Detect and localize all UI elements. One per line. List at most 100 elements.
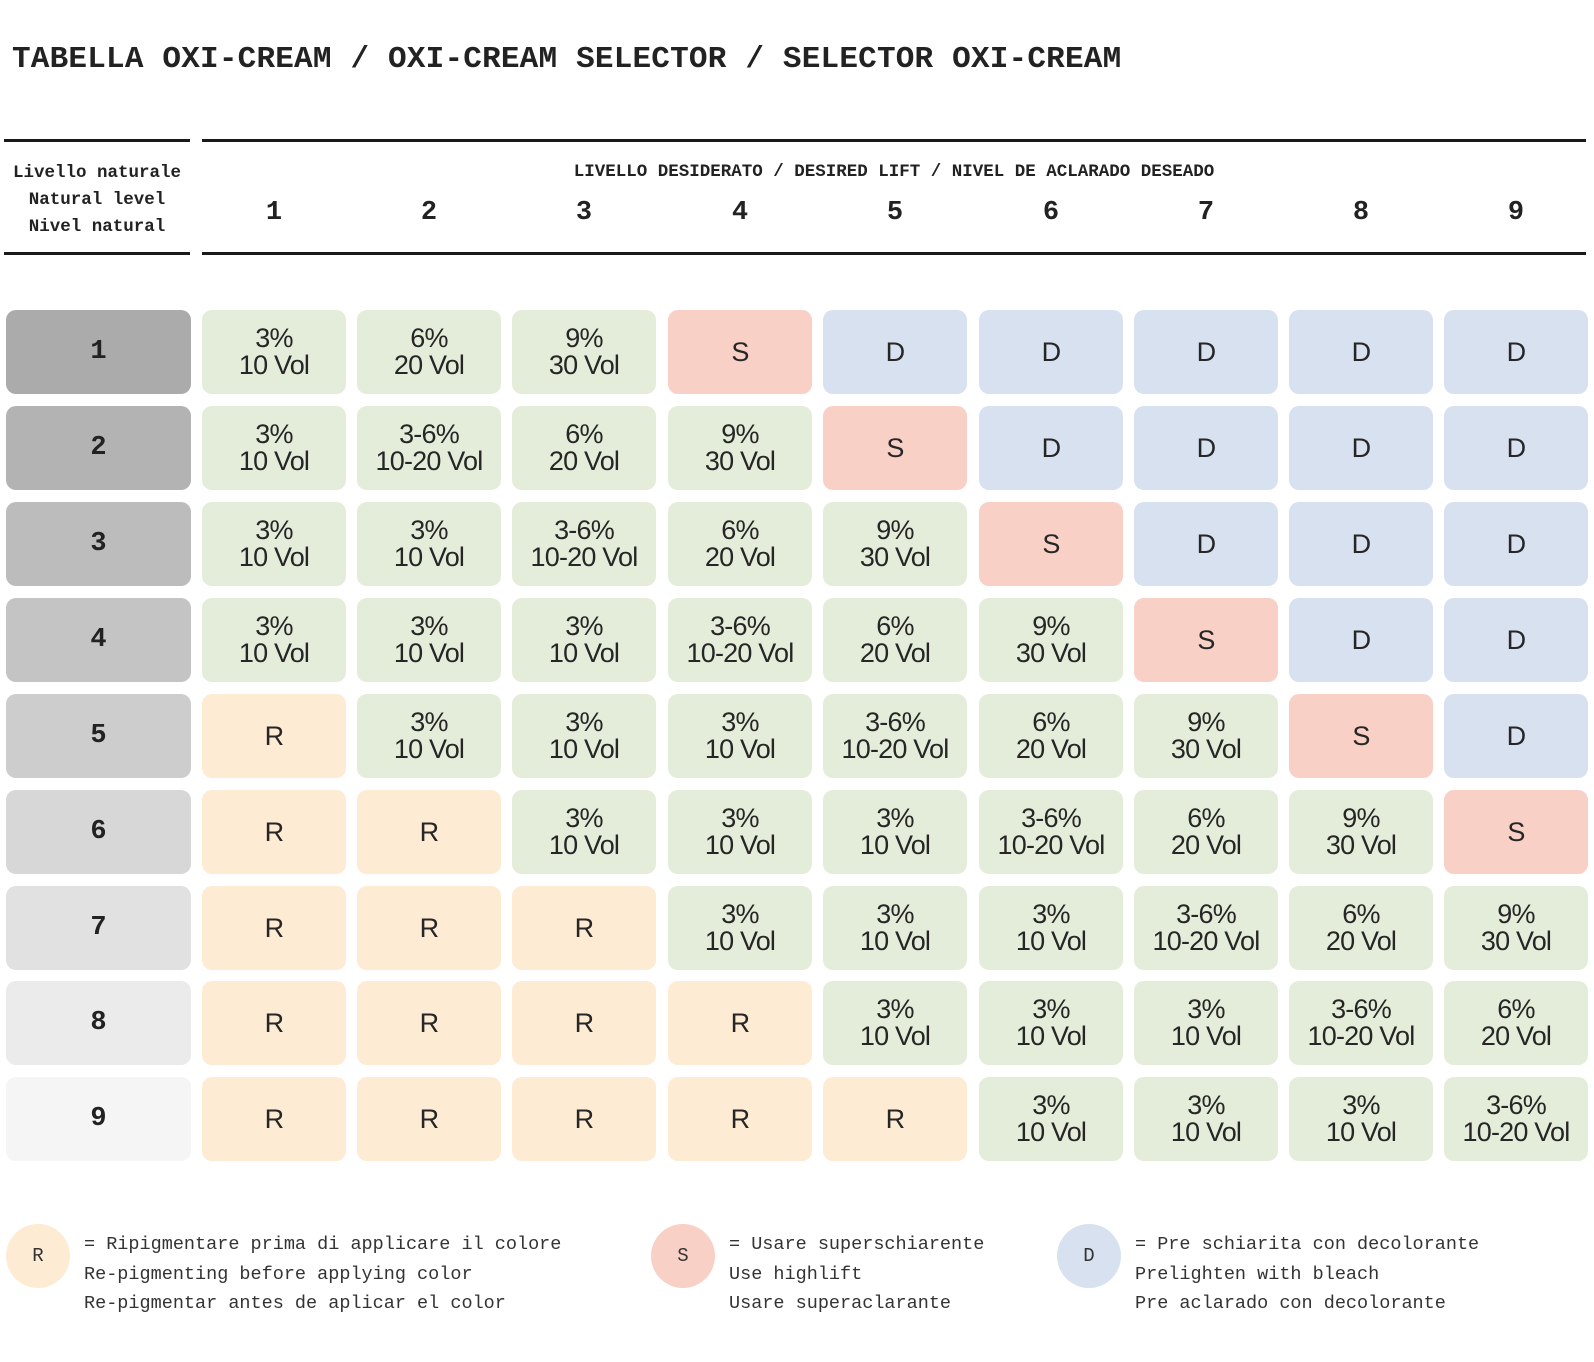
cell-text: D: [1351, 432, 1371, 463]
cell-text: D: [1351, 336, 1371, 367]
cell-text: 6%: [565, 419, 603, 449]
natural-level-row-label: 4: [6, 598, 191, 682]
table-cell: 3% 10 Vol: [979, 1077, 1123, 1161]
cell-text: 10 Vol: [238, 638, 310, 668]
cell-text: S: [731, 336, 749, 367]
cell-text: 9%: [1032, 611, 1070, 641]
cell-text: 6%: [1187, 803, 1225, 833]
cell-text: R: [730, 1007, 750, 1038]
desired-level-header: 7: [1197, 198, 1215, 228]
cell-text: R: [885, 1103, 905, 1134]
cell-text: 10-20 Vol: [375, 446, 484, 476]
legend-line: Pre aclarado con decolorante: [1135, 1293, 1446, 1314]
natural-level-row-label: 3: [6, 502, 191, 586]
table-cell: S: [668, 310, 812, 394]
table-cell: 6% 20 Vol: [1134, 790, 1278, 874]
cell-text: 10 Vol: [859, 830, 931, 860]
table-cell: D: [1444, 502, 1588, 586]
table-cell: D: [1444, 406, 1588, 490]
cell-text: 3-6%: [1176, 899, 1237, 929]
desired-lift-header: LIVELLO DESIDERATO / DESIRED LIFT / NIVE…: [573, 162, 1215, 182]
cell-text: 10 Vol: [238, 542, 310, 572]
cell-text: 3%: [1187, 1090, 1225, 1120]
cell-text: D: [1351, 528, 1371, 559]
table-cell: R: [357, 886, 501, 970]
desired-level-header: 9: [1507, 198, 1525, 228]
cell-text: D: [1196, 336, 1216, 367]
cell-text: 10 Vol: [393, 734, 465, 764]
table-cell: D: [1444, 310, 1588, 394]
cell-text: 20 Vol: [1480, 1021, 1552, 1051]
cell-text: R: [574, 1103, 594, 1134]
table-cell: 6% 20 Vol: [823, 598, 967, 682]
cell-text: 3-6%: [554, 515, 615, 545]
table-cell: 3% 10 Vol: [357, 694, 501, 778]
desired-level-header: 3: [575, 198, 593, 228]
cell-text: D: [1506, 432, 1526, 463]
natural-level-row-label: 8: [6, 981, 191, 1065]
table-cell: R: [202, 1077, 346, 1161]
table-cell: 3% 10 Vol: [1134, 1077, 1278, 1161]
table-cell: 9% 30 Vol: [512, 310, 656, 394]
cell-text: 10 Vol: [1170, 1021, 1242, 1051]
table-cell: 3% 10 Vol: [202, 502, 346, 586]
table-cell: 3% 10 Vol: [512, 598, 656, 682]
cell-text: R: [419, 816, 439, 847]
table-cell: 3% 10 Vol: [202, 598, 346, 682]
table-cell: R: [202, 886, 346, 970]
table-cell: D: [823, 310, 967, 394]
table-cell: 6% 20 Vol: [979, 694, 1123, 778]
cell-text: 20 Vol: [1015, 734, 1087, 764]
desired-level-header: 2: [420, 198, 438, 228]
table-cell: 3-6% 10-20 Vol: [1289, 981, 1433, 1065]
table-cell: 9% 30 Vol: [668, 406, 812, 490]
table-cell: D: [979, 310, 1123, 394]
legend-line: = Pre schiarita con decolorante: [1135, 1234, 1480, 1255]
cell-text: R: [730, 1103, 750, 1134]
cell-text: 20 Vol: [859, 638, 931, 668]
table-cell: 3-6% 10-20 Vol: [668, 598, 812, 682]
cell-text: R: [419, 1103, 439, 1134]
cell-text: 10-20 Vol: [686, 638, 795, 668]
cell-text: 6%: [1342, 899, 1380, 929]
cell-text: 10 Vol: [704, 830, 776, 860]
header-rule-right-top: [202, 139, 1586, 142]
cell-text: 6%: [1032, 707, 1070, 737]
cell-text: D: [1196, 432, 1216, 463]
cell-text: S: [1507, 816, 1525, 847]
cell-text: D: [1506, 528, 1526, 559]
cell-text: 10 Vol: [1170, 1117, 1242, 1147]
cell-text: 30 Vol: [1325, 830, 1397, 860]
cell-text: 10 Vol: [1015, 1117, 1087, 1147]
cell-text: 3-6%: [1331, 994, 1392, 1024]
cell-text: 9%: [565, 323, 603, 353]
table-cell: S: [823, 406, 967, 490]
cell-text: 30 Vol: [548, 350, 620, 380]
cell-text: 3%: [1032, 994, 1070, 1024]
cell-text: 3%: [721, 803, 759, 833]
natural-level-row-label: 9: [6, 1077, 191, 1161]
cell-text: R: [574, 1007, 594, 1038]
cell-text: S: [1197, 624, 1215, 655]
page-title: TABELLA OXI-CREAM / OXI-CREAM SELECTOR /…: [12, 42, 1122, 77]
table-cell: 3-6% 10-20 Vol: [1134, 886, 1278, 970]
cell-text: 30 Vol: [859, 542, 931, 572]
cell-text: 10 Vol: [548, 638, 620, 668]
natural-level-row-label: 5: [6, 694, 191, 778]
table-cell: R: [512, 981, 656, 1065]
cell-text: 10-20 Vol: [1152, 926, 1261, 956]
desired-level-header: 1: [265, 198, 283, 228]
cell-text: D: [1041, 336, 1061, 367]
cell-text: 3%: [1187, 994, 1225, 1024]
table-cell: 3% 10 Vol: [1289, 1077, 1433, 1161]
legend-line: = Ripigmentare prima di applicare il col…: [84, 1234, 562, 1255]
cell-text: D: [885, 336, 905, 367]
table-cell: R: [202, 790, 346, 874]
cell-text: 6%: [410, 323, 448, 353]
cell-text: 6%: [721, 515, 759, 545]
table-cell: D: [1134, 502, 1278, 586]
legend-symbol: S: [651, 1224, 715, 1288]
legend-symbol: D: [1057, 1224, 1121, 1288]
header-rule-left-top: [4, 139, 190, 142]
table-cell: 3% 10 Vol: [512, 694, 656, 778]
